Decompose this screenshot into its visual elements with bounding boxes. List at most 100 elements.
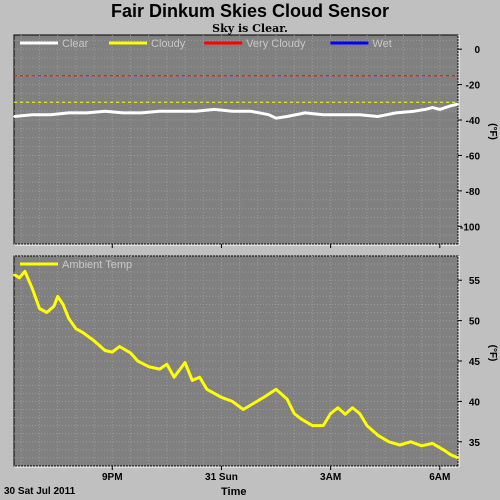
y-tick-label: 45: [469, 357, 481, 368]
data-point: [31, 113, 33, 116]
data-point: [122, 112, 124, 114]
data-point: [377, 434, 379, 437]
data-point: [104, 349, 106, 352]
series-line-ambient-temp: [13, 269, 459, 460]
plot-area-1: [13, 34, 459, 245]
data-point: [388, 441, 390, 443]
data-point: [431, 106, 434, 109]
data-point: [275, 117, 277, 119]
legend-label: Very Cloudy: [246, 38, 306, 50]
data-point: [399, 444, 401, 446]
data-point: [449, 105, 452, 107]
data-point: [253, 402, 255, 404]
data-point: [140, 112, 143, 114]
data-point: [424, 108, 427, 111]
data-point: [420, 445, 423, 447]
data-point: [457, 103, 459, 105]
data-point: [249, 110, 252, 112]
data-point: [413, 110, 416, 112]
data-point: [129, 352, 132, 354]
data-point: [242, 408, 245, 411]
data-point: [409, 441, 412, 443]
y-tick-label: 35: [469, 438, 481, 449]
data-point: [286, 398, 288, 400]
data-point: [136, 360, 139, 362]
data-point: [366, 424, 368, 427]
data-point: [329, 412, 332, 415]
data-point: [377, 115, 379, 118]
data-point: [82, 331, 84, 334]
data-point: [118, 345, 121, 348]
y-tick-label: -60: [466, 151, 481, 162]
data-point: [104, 110, 106, 112]
data-point: [18, 277, 21, 279]
data-point: [268, 113, 270, 116]
data-point: [62, 303, 64, 306]
data-point: [86, 112, 88, 114]
data-point: [340, 113, 343, 116]
data-point: [75, 327, 77, 330]
legend-label: Clear: [62, 38, 89, 50]
x-tick-label: 6AM: [429, 472, 450, 483]
data-point: [13, 273, 15, 276]
x-tick-label: 3AM: [320, 472, 341, 483]
data-point: [300, 418, 303, 421]
y-tick-label: -40: [466, 116, 481, 127]
data-point: [173, 376, 175, 379]
data-point: [231, 400, 234, 403]
data-point: [13, 115, 15, 118]
data-point: [67, 112, 70, 114]
data-point: [93, 340, 95, 342]
data-point: [275, 388, 277, 391]
x-tick-label: 9PM: [102, 472, 123, 483]
y-axis-unit: (°F): [487, 123, 498, 140]
data-point: [351, 407, 354, 409]
x-tick-label: 31 Sun: [205, 472, 238, 483]
data-point: [231, 110, 234, 112]
y-tick-label: -100: [460, 222, 480, 233]
y-tick-label: 55: [469, 276, 481, 287]
data-point: [158, 110, 161, 112]
data-point: [67, 317, 70, 320]
data-point: [358, 412, 361, 415]
data-point: [38, 307, 41, 310]
chart-title: Fair Dinkum Skies Cloud Sensor: [110, 1, 390, 21]
data-point: [311, 424, 314, 427]
data-point: [56, 295, 59, 298]
x-axis-label: Time: [221, 486, 247, 498]
data-point: [264, 395, 266, 398]
data-point: [439, 108, 441, 111]
data-point: [158, 368, 161, 370]
data-point: [49, 113, 52, 116]
y-tick-label: 0: [474, 45, 480, 56]
data-point: [177, 110, 179, 112]
data-point: [213, 108, 215, 111]
legend-label: Ambient Temp: [62, 259, 132, 271]
data-point: [449, 453, 452, 456]
sky-status: Sky is Clear.: [212, 22, 288, 35]
data-point: [431, 442, 434, 445]
data-point: [442, 449, 445, 451]
legend-label: Wet: [372, 38, 391, 50]
data-point: [24, 270, 26, 273]
data-point: [457, 457, 459, 459]
y-tick-label: 40: [469, 397, 481, 408]
data-point: [184, 361, 186, 364]
data-point: [322, 113, 325, 116]
data-point: [53, 305, 55, 307]
y-tick-label: -80: [466, 187, 481, 198]
data-point: [220, 396, 223, 399]
data-point: [304, 112, 306, 114]
data-point: [198, 376, 201, 379]
data-point: [195, 110, 197, 112]
data-point: [322, 424, 325, 427]
data-point: [358, 113, 361, 116]
data-point: [344, 413, 347, 416]
data-point: [31, 287, 33, 290]
data-point: [293, 412, 296, 415]
legend-label: Cloudy: [151, 38, 186, 50]
data-point: [46, 311, 48, 314]
y-tick-label: -20: [466, 81, 481, 92]
data-point: [206, 388, 208, 391]
